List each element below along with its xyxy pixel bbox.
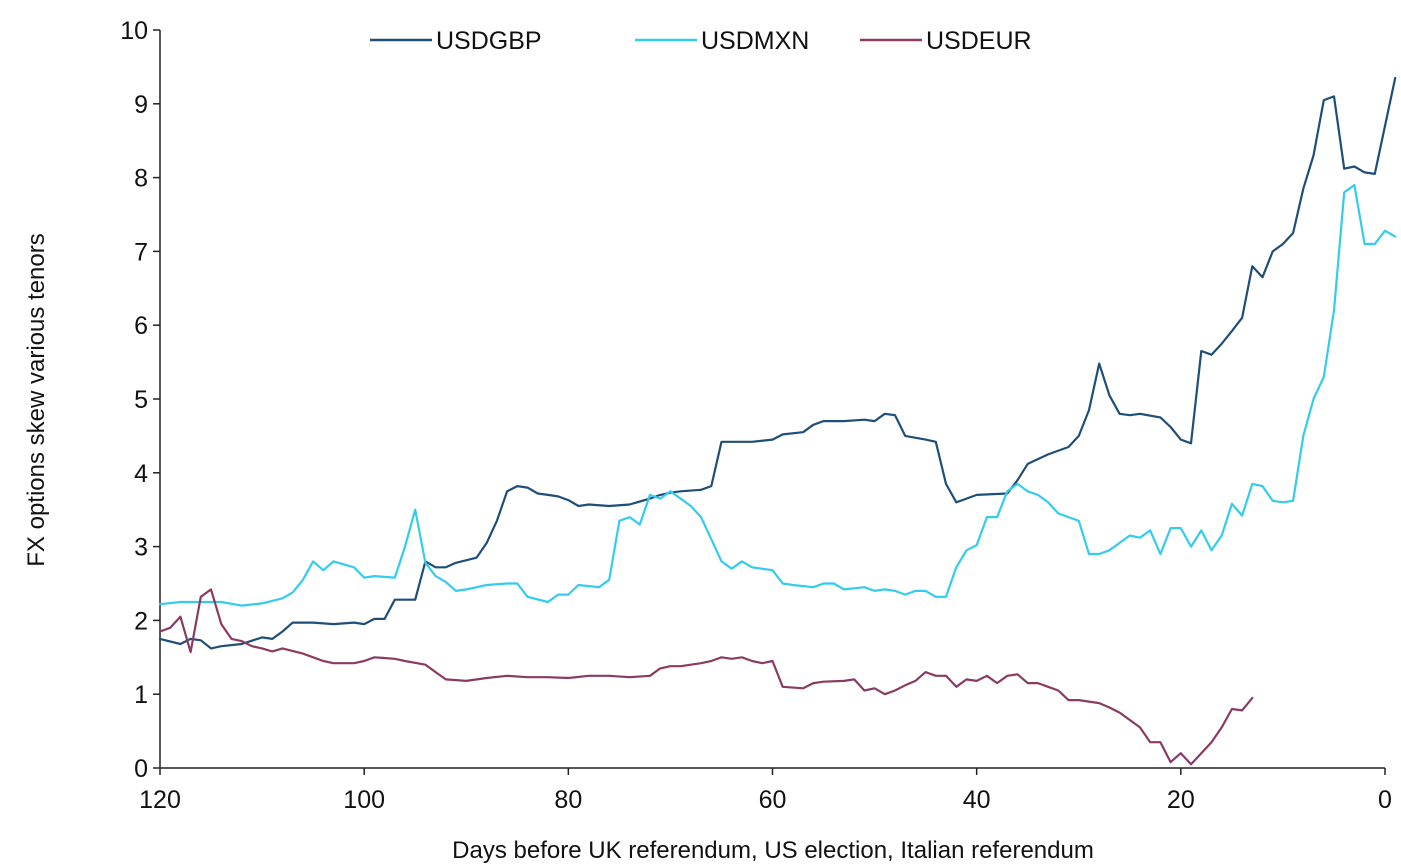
y-tick-label: 0 [134, 755, 148, 783]
legend: USDGBP USDMXN USDEUR [370, 27, 1032, 55]
x-tick-label: 60 [759, 786, 787, 814]
legend-label: USDGBP [436, 27, 542, 55]
y-tick-label: 2 [134, 607, 148, 635]
y-tick-label: 4 [134, 460, 148, 488]
y-tick-label: 5 [134, 386, 148, 414]
y-tick-label: 8 [134, 165, 148, 193]
series-layer [158, 76, 1397, 766]
y-tick-label: 6 [134, 312, 148, 340]
legend-item-usdmxn: USDMXN [635, 27, 809, 55]
y-tick-label: 1 [134, 681, 148, 709]
legend-label: USDEUR [926, 27, 1032, 55]
series-line-usdeur [158, 588, 1254, 766]
x-tick-label: 20 [1167, 786, 1195, 814]
x-axis-title: Days before UK referendum, US election, … [452, 837, 1094, 864]
x-tick-label: 80 [554, 786, 582, 814]
y-tick-label: 9 [134, 91, 148, 119]
x-tick-label: 120 [139, 786, 181, 814]
y-tick-label: 3 [134, 534, 148, 562]
y-tick-label: 10 [120, 17, 148, 45]
legend-item-usdgbp: USDGBP [370, 27, 542, 55]
y-axis: 0 1 2 3 4 5 6 7 8 9 10 [120, 17, 161, 783]
series-line-usdmxn [158, 183, 1397, 607]
y-axis-title: FX options skew various tenors [23, 233, 50, 566]
legend-item-usdeur: USDEUR [860, 27, 1032, 55]
x-axis: 120 100 80 60 40 20 0 [139, 767, 1392, 814]
series-line-usdgbp [158, 76, 1397, 650]
x-tick-label: 100 [343, 786, 385, 814]
x-tick-label: 40 [963, 786, 991, 814]
y-tick-label: 7 [134, 238, 148, 266]
x-tick-label: 0 [1378, 786, 1392, 814]
legend-label: USDMXN [701, 27, 809, 55]
